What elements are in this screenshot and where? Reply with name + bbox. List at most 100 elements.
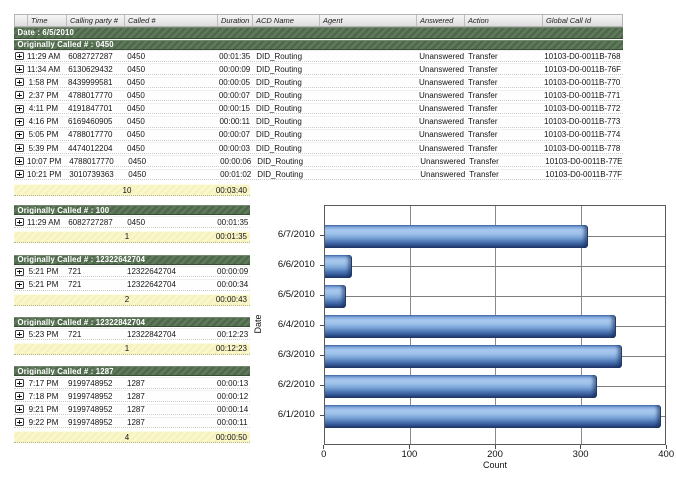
cell-time: 10:21 PM [27, 169, 62, 179]
cell-calling: 4474012204 [68, 143, 113, 153]
cell-duration: 00:01:35 [219, 51, 251, 61]
cell-gcid: 10103-D0-0011B-778 [544, 143, 621, 153]
expand-plus-icon[interactable] [14, 91, 24, 100]
x-tick [408, 445, 410, 449]
expand-plus-icon[interactable] [14, 157, 24, 166]
expand-plus-icon[interactable] [14, 170, 24, 179]
bar-6/2/2010 [324, 374, 597, 398]
expand-plus-icon[interactable] [14, 65, 24, 74]
group-call-count: 1 [124, 344, 130, 354]
x-tick-label: 300 [572, 448, 589, 460]
group-summary-row: 10 00:03:40 [13, 184, 250, 197]
cell-called: 0450 [127, 104, 145, 114]
expand-cell [14, 418, 28, 428]
cell-called: 1287 [127, 378, 145, 388]
cell-duration: 00:00:09 [219, 64, 251, 74]
cell-acd: DID_Routing [256, 104, 302, 114]
call-row: 11:34 AM 6130629432 0450 00:00:09 DID_Routin… [13, 63, 623, 76]
call-row: 2:37 PM 4788017770 0450 00:00:07 DID_Routing… [13, 89, 623, 102]
x-tick [323, 445, 325, 449]
cell-agent [320, 170, 417, 180]
cell-action: Transfer [468, 143, 498, 153]
cell-time: 10:07 PM [27, 156, 62, 166]
cell-action: Transfer [468, 104, 498, 114]
expand-plus-icon[interactable] [14, 418, 24, 427]
column-header-expand [15, 15, 28, 26]
expand-plus-icon[interactable] [14, 104, 24, 113]
cell-called: 0450 [127, 217, 146, 227]
cell-answered: Unanswered [419, 90, 464, 100]
expand-cell [14, 378, 28, 388]
x-tick-label: 0 [321, 448, 327, 460]
cell-time: 2:37 PM [28, 90, 59, 100]
expand-plus-icon[interactable] [14, 218, 24, 227]
cell-calling: 9199748952 [68, 417, 113, 427]
cell-calling: 6082727287 [68, 51, 113, 61]
expand-plus-icon[interactable] [14, 280, 24, 289]
group-total-duration: 00:03:40 [215, 185, 247, 195]
cell-time: 1:58 PM [28, 77, 59, 87]
expand-plus-icon[interactable] [14, 52, 24, 61]
cell-time: 5:05 PM [28, 130, 59, 140]
cell-answered: Unanswered [420, 156, 466, 166]
group-call-count: 4 [124, 432, 130, 442]
cell-answered: Unanswered [419, 51, 465, 61]
cell-calling: 3010739363 [69, 169, 114, 179]
group-total-duration: 00:00:50 [215, 432, 247, 442]
group-call-count: 2 [124, 295, 130, 305]
call-row: 4:16 PM 6169460905 0450 00:00:11 DID_Routing… [13, 115, 623, 128]
cell-agent [319, 78, 416, 88]
cell-duration: 00:00:11 [217, 417, 248, 427]
cell-calling: 9199748952 [68, 404, 113, 414]
expand-plus-icon[interactable] [14, 267, 24, 276]
cell-acd: DID_Routing [256, 90, 302, 100]
cell-duration: 00:00:34 [217, 280, 249, 290]
cell-duration: 00:00:07 [218, 130, 250, 140]
x-tick [665, 445, 667, 449]
cell-time: 11:34 AM [27, 64, 61, 74]
cell-answered: Unanswered [420, 169, 466, 179]
column-header-acd: ACD Name [253, 15, 320, 26]
y-axis-title: Date [252, 314, 263, 334]
cell-gcid: 10103-D0-0011B-768 [544, 51, 621, 61]
cell-duration: 00:00:12 [217, 391, 249, 401]
expand-plus-icon[interactable] [14, 379, 24, 388]
cell-gcid: 10103-D0-0011B-773 [544, 117, 621, 127]
cell-time: 7:18 PM [28, 391, 59, 401]
x-tick [494, 445, 496, 449]
cell-action: Transfer [468, 90, 498, 100]
expand-plus-icon[interactable] [14, 405, 24, 414]
cell-action: Transfer [468, 130, 498, 140]
expand-cell [14, 64, 28, 74]
cell-called: 1287 [127, 391, 145, 401]
cell-action: Transfer [469, 169, 499, 179]
column-header-action: Action [465, 15, 543, 26]
expand-plus-icon[interactable] [14, 78, 24, 87]
call-row: 10:07 PM 4788017770 0450 00:00:06 DID_Routin… [13, 155, 623, 168]
cell-agent [320, 156, 417, 166]
group-band: Originally Called # : 100 [13, 205, 250, 216]
group-band: Originally Called # : 1287 [13, 366, 250, 377]
group-total-duration: 00:01:35 [215, 232, 247, 242]
cell-called: 1287 [127, 417, 145, 427]
expand-plus-icon[interactable] [14, 144, 24, 153]
cell-answered: Unanswered [419, 143, 464, 153]
cell-gcid: 10103-D0-0011B-774 [544, 130, 621, 140]
group-summary-row: 2 00:00:43 [13, 293, 250, 306]
y-tick [319, 324, 324, 326]
expand-plus-icon[interactable] [14, 130, 24, 139]
cell-time: 9:22 PM [28, 417, 59, 427]
expand-cell [14, 156, 28, 166]
expand-plus-icon[interactable] [14, 330, 24, 339]
cell-time: 5:21 PM [28, 280, 59, 290]
cell-acd: DID_Routing [256, 51, 303, 61]
expand-plus-icon[interactable] [14, 117, 24, 126]
date-band: Date : 6/5/2010 [13, 27, 623, 39]
cell-duration: 00:00:15 [218, 104, 250, 114]
expand-plus-icon[interactable] [14, 392, 24, 401]
y-tick-label: 6/1/2010 [277, 409, 315, 420]
y-tick [319, 234, 324, 236]
group-summary-row: 1 00:01:35 [13, 230, 250, 243]
x-tick [580, 445, 582, 449]
